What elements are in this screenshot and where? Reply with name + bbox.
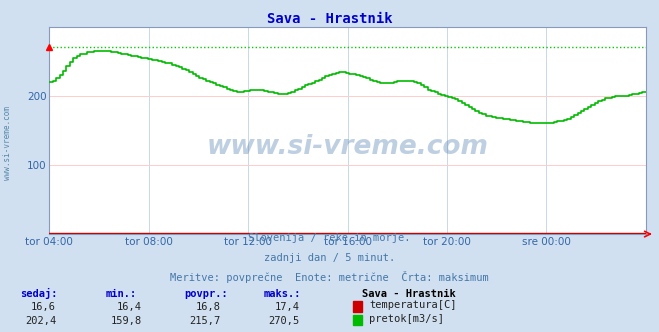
Text: 215,7: 215,7 (190, 316, 221, 326)
Text: zadnji dan / 5 minut.: zadnji dan / 5 minut. (264, 253, 395, 263)
Text: temperatura[C]: temperatura[C] (369, 300, 457, 310)
Text: Sava - Hrastnik: Sava - Hrastnik (267, 12, 392, 26)
Text: povpr.:: povpr.: (185, 289, 228, 299)
Text: pretok[m3/s]: pretok[m3/s] (369, 314, 444, 324)
Text: maks.:: maks.: (264, 289, 301, 299)
Text: www.si-vreme.com: www.si-vreme.com (207, 134, 488, 160)
Text: 16,4: 16,4 (117, 302, 142, 312)
Text: Meritve: povprečne  Enote: metrične  Črta: maksimum: Meritve: povprečne Enote: metrične Črta:… (170, 271, 489, 283)
Text: min.:: min.: (105, 289, 136, 299)
Text: www.si-vreme.com: www.si-vreme.com (3, 106, 13, 180)
Text: 159,8: 159,8 (111, 316, 142, 326)
Text: Sava - Hrastnik: Sava - Hrastnik (362, 289, 456, 299)
Text: 202,4: 202,4 (25, 316, 56, 326)
Text: sedaj:: sedaj: (20, 288, 57, 299)
Text: 16,8: 16,8 (196, 302, 221, 312)
Text: 270,5: 270,5 (269, 316, 300, 326)
Text: 16,6: 16,6 (31, 302, 56, 312)
Text: 17,4: 17,4 (275, 302, 300, 312)
Text: Slovenija / reke in morje.: Slovenija / reke in morje. (248, 233, 411, 243)
